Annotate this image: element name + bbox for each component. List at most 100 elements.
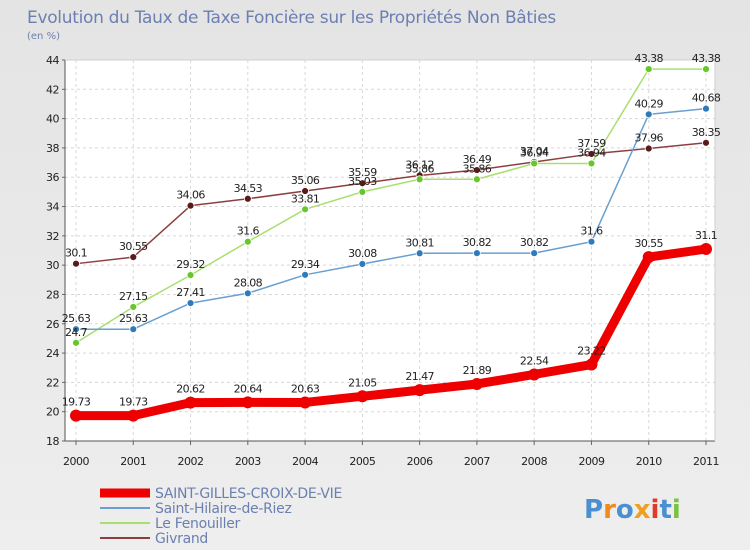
data-label: 35.59 [348, 166, 377, 179]
data-point [702, 104, 710, 113]
data-label: 21.89 [463, 364, 492, 377]
data-label: 20.64 [234, 382, 263, 395]
data-point [72, 338, 80, 347]
data-point [129, 253, 138, 261]
data-label: 43.38 [692, 52, 721, 65]
data-point [644, 110, 653, 119]
legend: SAINT-GILLES-CROIX-DE-VIESaint-Hilaire-d… [100, 486, 342, 547]
series-line-2 [75, 68, 707, 344]
y-tick-label: 20 [46, 406, 59, 419]
data-point [473, 249, 481, 258]
data-point [702, 138, 710, 147]
y-tick-label: 26 [46, 318, 59, 331]
y-tick-label: 18 [46, 435, 59, 448]
data-label: 38.35 [692, 126, 721, 139]
data-point [129, 325, 138, 334]
data-point [241, 396, 254, 409]
data-label: 36.12 [405, 158, 434, 171]
y-tick-label: 38 [46, 142, 59, 155]
plot-area [65, 60, 715, 441]
data-label: 30.82 [520, 236, 549, 249]
data-label: 34.06 [176, 189, 205, 202]
data-label: 29.34 [291, 258, 320, 271]
x-tick-label: 2011 [693, 455, 719, 468]
data-point [129, 303, 138, 311]
data-point [70, 409, 82, 422]
data-label: 24.7 [65, 326, 88, 339]
data-label: 27.41 [176, 286, 205, 299]
y-tick-label: 44 [46, 54, 59, 67]
data-label: 20.63 [291, 382, 320, 395]
data-point [642, 251, 655, 264]
data-point [127, 409, 140, 422]
y-tick-label: 22 [46, 376, 59, 389]
data-label: 30.81 [405, 236, 434, 249]
data-point [186, 271, 195, 280]
y-tick-label: 42 [46, 83, 59, 96]
x-tick-label: 2003 [235, 455, 261, 468]
data-point [587, 237, 596, 246]
legend-label: Givrand [155, 531, 208, 547]
data-point [243, 289, 252, 298]
logo-letter: P [584, 495, 603, 525]
data-point [243, 194, 252, 203]
proxiti-logo: Proxiti [584, 495, 681, 525]
data-label: 36.49 [463, 153, 492, 166]
data-point [473, 166, 481, 174]
legend-label: Le Fenouiller [155, 516, 241, 532]
data-point [470, 377, 483, 390]
data-label: 43.38 [634, 52, 663, 65]
data-label: 30.55 [634, 237, 663, 250]
y-tick-label: 34 [46, 201, 59, 214]
series-line-3 [75, 142, 707, 265]
data-label: 36.94 [520, 146, 549, 159]
data-point [299, 396, 312, 409]
x-tick-label: 2010 [636, 455, 662, 468]
data-label: 40.29 [634, 97, 663, 110]
data-label: 19.73 [119, 396, 148, 409]
data-label: 23.22 [577, 345, 606, 358]
x-tick-label: 2006 [407, 455, 433, 468]
x-tick-label: 2001 [120, 455, 146, 468]
data-label: 35.06 [291, 174, 320, 187]
data-label: 33.81 [291, 192, 320, 205]
y-tick-label: 40 [46, 113, 59, 126]
data-label: 40.68 [692, 92, 721, 105]
data-point [587, 150, 596, 158]
data-point [413, 384, 426, 397]
data-point [473, 175, 481, 184]
data-label: 35.86 [405, 162, 434, 175]
data-point [644, 65, 653, 73]
logo-letter: o [616, 495, 634, 525]
data-label: 28.08 [234, 276, 263, 289]
data-label: 30.82 [463, 236, 492, 249]
series-labels: 19.73 19.73 20.62 20.64 20.63 21.05 21.47 21.89… [62, 52, 722, 409]
y-tick-label: 36 [46, 171, 59, 184]
data-point [585, 358, 598, 371]
chart-subtitle: (en %) [27, 31, 60, 42]
data-label: 20.62 [176, 383, 205, 396]
data-point [184, 396, 197, 409]
series-line-0 [71, 244, 711, 421]
data-label: 35.03 [348, 175, 377, 188]
x-tick-label: 2000 [63, 455, 89, 468]
data-label: 30.1 [65, 247, 87, 260]
data-point [358, 179, 367, 188]
legend-label: SAINT-GILLES-CROIX-DE-VIE [155, 486, 342, 502]
logo-letter: t [659, 495, 671, 525]
axes: 18 20 22 24 26 28 30 32 34 36 38 40 42 44 2000 2001 2002… [46, 54, 720, 468]
logo-letter: x [634, 495, 651, 525]
y-tick-label: 30 [46, 259, 59, 272]
y-tick-label: 32 [46, 230, 59, 243]
logo-letter: i [672, 495, 681, 525]
data-point [186, 201, 195, 210]
data-label: 22.54 [520, 354, 549, 367]
data-label: 25.63 [119, 312, 148, 325]
data-point [72, 259, 80, 268]
data-label: 27.15 [119, 290, 148, 303]
data-label: 34.53 [234, 182, 263, 195]
x-tick-label: 2009 [578, 455, 604, 468]
data-label: 31.6 [580, 225, 603, 238]
data-label: 37.96 [634, 132, 663, 145]
